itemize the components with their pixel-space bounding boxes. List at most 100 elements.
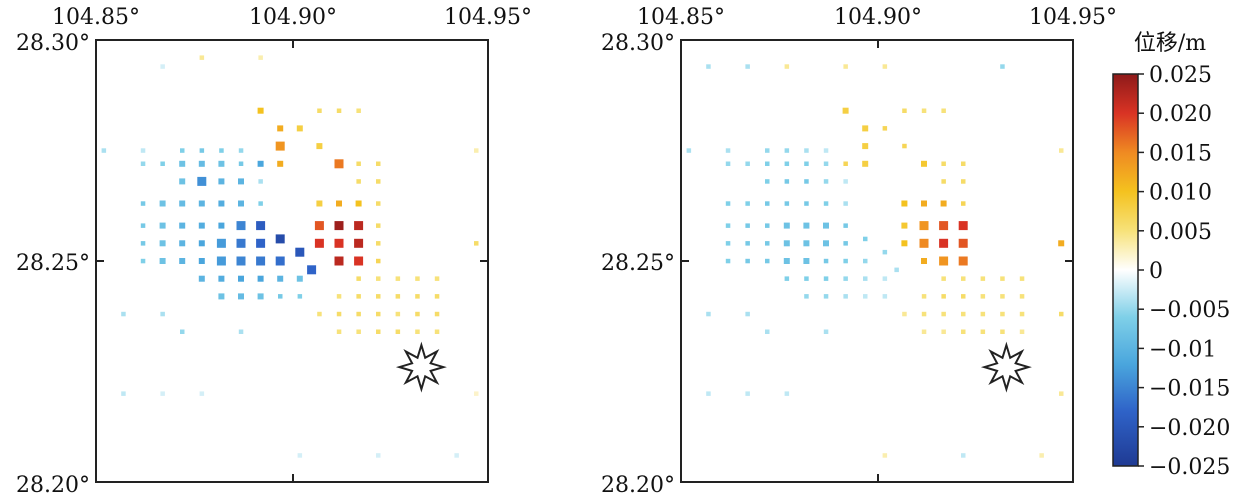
displacement-cell	[843, 223, 848, 228]
displacement-cell	[376, 294, 381, 299]
displacement-cell	[901, 222, 908, 229]
displacement-cell	[765, 241, 770, 246]
displacement-cell	[336, 329, 342, 334]
displacement-cell	[823, 179, 829, 184]
displacement-cell	[140, 223, 146, 228]
displacement-cell	[160, 64, 165, 69]
displacement-cell	[765, 179, 770, 184]
displacement-cell	[198, 200, 205, 207]
displacement-cell	[725, 201, 731, 206]
displacement-cell	[783, 240, 790, 247]
displacement-cell	[939, 221, 949, 231]
displacement-cell	[823, 222, 829, 229]
left-plot-frame	[95, 39, 489, 483]
displacement-cell	[706, 391, 711, 396]
colorbar-tick-label: −0.015	[1149, 377, 1230, 402]
displacement-cell	[236, 256, 246, 266]
displacement-cell	[803, 258, 810, 264]
displacement-cell	[336, 294, 342, 299]
displacement-cell	[939, 238, 949, 248]
displacement-cell	[179, 222, 186, 229]
displacement-cell	[862, 160, 869, 167]
displacement-cell	[706, 311, 711, 317]
displacement-cell	[395, 311, 401, 317]
displacement-cell	[395, 294, 401, 299]
displacement-cell	[218, 200, 225, 207]
displacement-cell	[334, 256, 344, 266]
displacement-cell	[961, 201, 966, 206]
displacement-cell	[823, 294, 829, 299]
displacement-cell	[334, 221, 344, 231]
displacement-cell	[784, 64, 790, 69]
displacement-cell	[257, 107, 264, 114]
displacement-cell	[921, 294, 927, 299]
displacement-cell	[140, 258, 146, 264]
displacement-cell	[961, 311, 966, 317]
displacement-cell	[376, 329, 381, 334]
displacement-cell	[745, 311, 750, 317]
displacement-cell	[1000, 276, 1005, 281]
displacement-cell	[921, 108, 927, 113]
displacement-cell	[415, 311, 420, 317]
displacement-cell	[1000, 294, 1005, 299]
displacement-cell	[921, 200, 927, 207]
displacement-cell	[784, 161, 790, 166]
displacement-cell	[198, 160, 205, 167]
colorbar-tick-label: −0.01	[1149, 337, 1216, 362]
colorbar-tick-label: 0.020	[1149, 102, 1212, 127]
displacement-cell	[415, 294, 420, 299]
displacement-cell	[843, 294, 848, 299]
displacement-cell	[862, 143, 869, 150]
displacement-cell	[1019, 329, 1025, 334]
displacement-cell	[784, 276, 790, 281]
displacement-cell	[823, 161, 829, 166]
displacement-cell	[804, 148, 809, 153]
displacement-cell	[725, 161, 731, 166]
displacement-cell	[958, 238, 968, 248]
displacement-cell	[725, 148, 731, 153]
displacement-cell	[1059, 311, 1064, 317]
displacement-cell	[961, 294, 966, 299]
displacement-cell	[784, 179, 790, 184]
displacement-cell	[804, 201, 809, 206]
displacement-cell	[277, 275, 284, 282]
displacement-cell	[784, 148, 790, 153]
displacement-cell	[725, 241, 731, 246]
displacement-cell	[1019, 311, 1025, 317]
displacement-cell	[745, 391, 750, 396]
displacement-cell	[765, 329, 770, 334]
displacement-cell	[376, 258, 381, 264]
displacement-cell	[376, 453, 381, 458]
displacement-cell	[919, 238, 929, 248]
displacement-cell	[1039, 453, 1044, 458]
displacement-cell	[160, 311, 165, 317]
displacement-cell	[725, 223, 731, 228]
displacement-cell	[804, 294, 809, 299]
displacement-cell	[434, 294, 440, 299]
displacement-cell	[376, 311, 381, 317]
displacement-cell	[356, 161, 361, 166]
displacement-cell	[180, 148, 185, 153]
displacement-cell	[454, 453, 459, 458]
right-ytick-3: 28.20°	[601, 473, 675, 498]
displacement-cell	[356, 108, 361, 113]
displacement-cell	[376, 276, 381, 281]
displacement-cell	[980, 294, 986, 299]
left-xtick-1: 104.85°	[52, 5, 140, 30]
displacement-cell	[354, 256, 364, 266]
displacement-cell	[745, 161, 750, 166]
displacement-cell	[863, 294, 868, 299]
right-ytick-2: 28.25°	[601, 251, 675, 276]
displacement-cell	[921, 311, 927, 317]
colorbar-tick-label: 0	[1149, 259, 1163, 284]
displacement-cell	[236, 221, 246, 231]
displacement-cell	[314, 221, 324, 231]
displacement-cell	[256, 238, 266, 248]
displacement-cell	[336, 311, 342, 317]
displacement-cell	[784, 201, 790, 206]
displacement-cell	[238, 293, 244, 300]
displacement-cell	[765, 148, 770, 153]
left-cells	[101, 55, 479, 458]
displacement-cell	[296, 125, 303, 132]
displacement-cell	[376, 241, 381, 246]
